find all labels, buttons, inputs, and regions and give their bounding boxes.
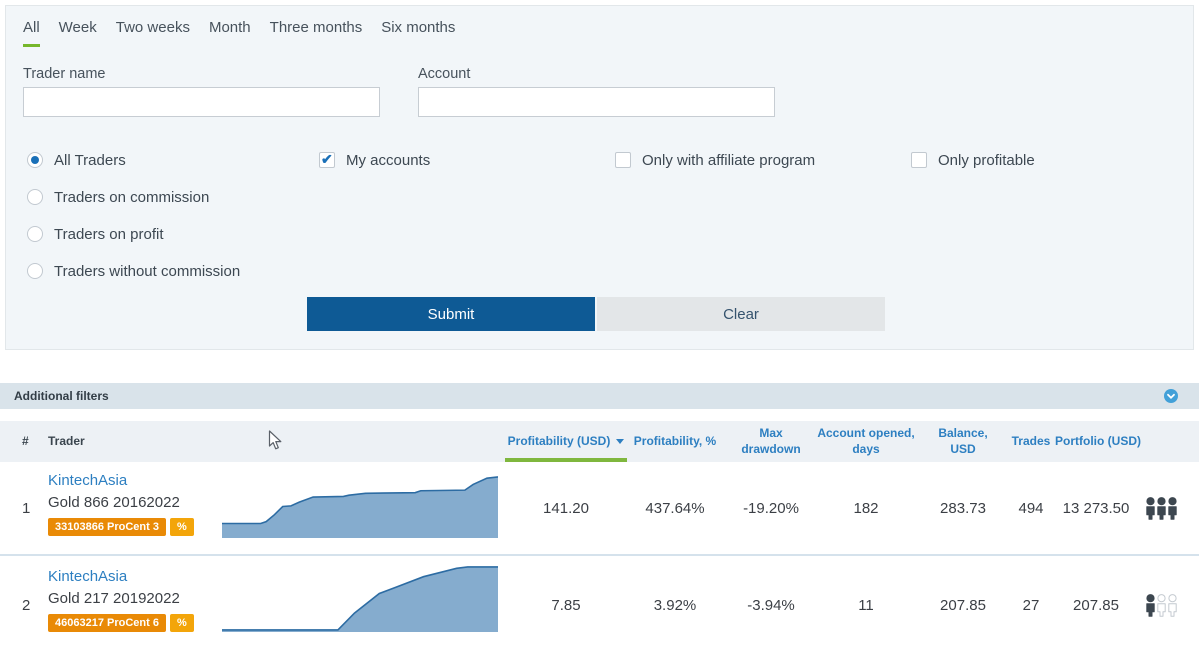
tab-six-months[interactable]: Six months (381, 19, 456, 36)
column-header-profitability-pct[interactable]: Profitability, % (633, 433, 717, 448)
investor-filled-icon (1146, 593, 1155, 617)
radio-traders-without-commission[interactable]: Traders without commission (27, 262, 240, 280)
trades-value: 494 (1018, 499, 1044, 517)
checkbox-only-profitable[interactable]: Only profitable (911, 151, 1035, 169)
portfolio-investors-icons[interactable] (1146, 558, 1177, 652)
sorted-column-indicator (505, 458, 627, 462)
table-row: 1 KintechAsia Gold 866 20162022 33103866… (0, 462, 1199, 556)
trader-name-label: Trader name (23, 66, 106, 82)
account-opened-days-value: 182 (853, 499, 879, 517)
column-header-index: # (22, 433, 29, 448)
profitability-pct-value: 3.92% (653, 596, 697, 614)
investor-filled-icon (1157, 496, 1166, 520)
trader-name-input[interactable] (23, 87, 380, 117)
column-header-trades[interactable]: Trades (1011, 433, 1051, 448)
account-title: Gold 217 20192022 (48, 590, 180, 607)
portfolio-usd-value: 13 273.50 (1062, 499, 1130, 517)
equity-sparkline-chart (222, 562, 498, 632)
tab-two-weeks[interactable]: Two weeks (115, 19, 190, 36)
checkbox-only-with-affiliate-program[interactable]: Only with affiliate program (615, 151, 815, 169)
trader-link[interactable]: KintechAsia (48, 472, 128, 489)
clear-button[interactable]: Clear (597, 297, 885, 331)
balance-usd-value: 283.73 (940, 499, 986, 517)
max-drawdown-value: -3.94% (747, 596, 795, 614)
sort-desc-icon (616, 439, 625, 444)
account-number-badge: 33103866 ProCent 3 (48, 518, 166, 536)
checkbox-label: Only profitable (938, 151, 1035, 169)
checkbox-icon (615, 152, 631, 168)
trades-value: 27 (1022, 596, 1040, 614)
column-header-balance-usd[interactable]: Balance, USD (938, 425, 988, 456)
tab-week[interactable]: Week (58, 19, 97, 36)
tab-all[interactable]: All (23, 19, 40, 47)
radio-traders-on-profit[interactable]: Traders on profit (27, 225, 164, 243)
row-index: 2 (22, 596, 31, 614)
radio-icon (27, 226, 43, 242)
column-header-account-opened-days[interactable]: Account opened, days (817, 425, 915, 456)
balance-usd-value: 207.85 (940, 596, 986, 614)
trader-link[interactable]: KintechAsia (48, 568, 128, 585)
account-title: Gold 866 20162022 (48, 494, 180, 511)
account-badges: 46063217 ProCent 6 % (48, 614, 194, 632)
max-drawdown-value: -19.20% (743, 499, 799, 517)
trader-cell: KintechAsia Gold 866 20162022 33103866 P… (48, 472, 194, 536)
additional-filters-label: Additional filters (14, 389, 109, 403)
account-input[interactable] (418, 87, 775, 117)
row-index: 1 (22, 499, 31, 517)
account-number-badge: 46063217 ProCent 6 (48, 614, 166, 632)
radio-traders-on-commission[interactable]: Traders on commission (27, 188, 209, 206)
traders-rating-page: { "tabs": [ {"label": "All", "active": t… (0, 0, 1199, 635)
column-header-label: Profitability (USD) (507, 433, 611, 448)
investor-outline-icon (1157, 593, 1166, 617)
investor-filled-icon (1146, 496, 1155, 520)
additional-filters-bar[interactable]: Additional filters (0, 383, 1199, 409)
checkbox-my-accounts[interactable]: My accounts (319, 151, 430, 169)
checkbox-label: My accounts (346, 151, 431, 169)
column-header-profitability-usd[interactable]: Profitability (USD) (496, 421, 636, 462)
portfolio-investors-icons[interactable] (1146, 462, 1177, 554)
checkbox-label: Only with affiliate program (642, 151, 816, 169)
chevron-down-circle-icon[interactable] (1164, 389, 1178, 403)
commission-percent-badge: % (169, 614, 194, 632)
account-label: Account (418, 66, 471, 82)
profitability-usd-value: 141.20 (543, 499, 589, 517)
period-tabs: All Week Two weeks Month Three months Si… (23, 19, 455, 47)
column-header-portfolio-usd[interactable]: Portfolio (USD) (1055, 433, 1141, 448)
account-badges: 33103866 ProCent 3 % (48, 518, 194, 536)
investor-filled-icon (1168, 496, 1177, 520)
tab-month[interactable]: Month (208, 19, 251, 36)
table-row: 2 KintechAsia Gold 217 20192022 46063217… (0, 558, 1199, 652)
radio-label: All Traders (54, 151, 126, 169)
investor-outline-icon (1168, 593, 1177, 617)
filter-panel: All Week Two weeks Month Three months Si… (5, 5, 1194, 350)
trader-cell: KintechAsia Gold 217 20192022 46063217 P… (48, 568, 194, 632)
radio-label: Traders without commission (54, 262, 241, 280)
commission-percent-badge: % (169, 518, 194, 536)
radio-label: Traders on profit (54, 225, 164, 243)
profitability-usd-value: 7.85 (551, 596, 581, 614)
radio-all-traders[interactable]: All Traders (27, 151, 126, 169)
submit-button[interactable]: Submit (307, 297, 595, 331)
radio-icon (27, 263, 43, 279)
equity-sparkline-chart (222, 475, 498, 538)
portfolio-usd-value: 207.85 (1073, 596, 1119, 614)
column-header-max-drawdown[interactable]: Max drawdown (741, 425, 801, 456)
profitability-pct-value: 437.64% (645, 499, 705, 517)
tab-three-months[interactable]: Three months (269, 19, 363, 36)
checkbox-icon (911, 152, 927, 168)
column-header-trader: Trader (48, 433, 85, 448)
account-opened-days-value: 11 (858, 596, 874, 614)
radio-label: Traders on commission (54, 188, 210, 206)
radio-icon (27, 189, 43, 205)
checkbox-checked-icon (319, 151, 335, 168)
radio-selected-icon (27, 152, 43, 168)
traders-table-header: # Trader Profitability (USD) Profitabili… (0, 421, 1199, 462)
